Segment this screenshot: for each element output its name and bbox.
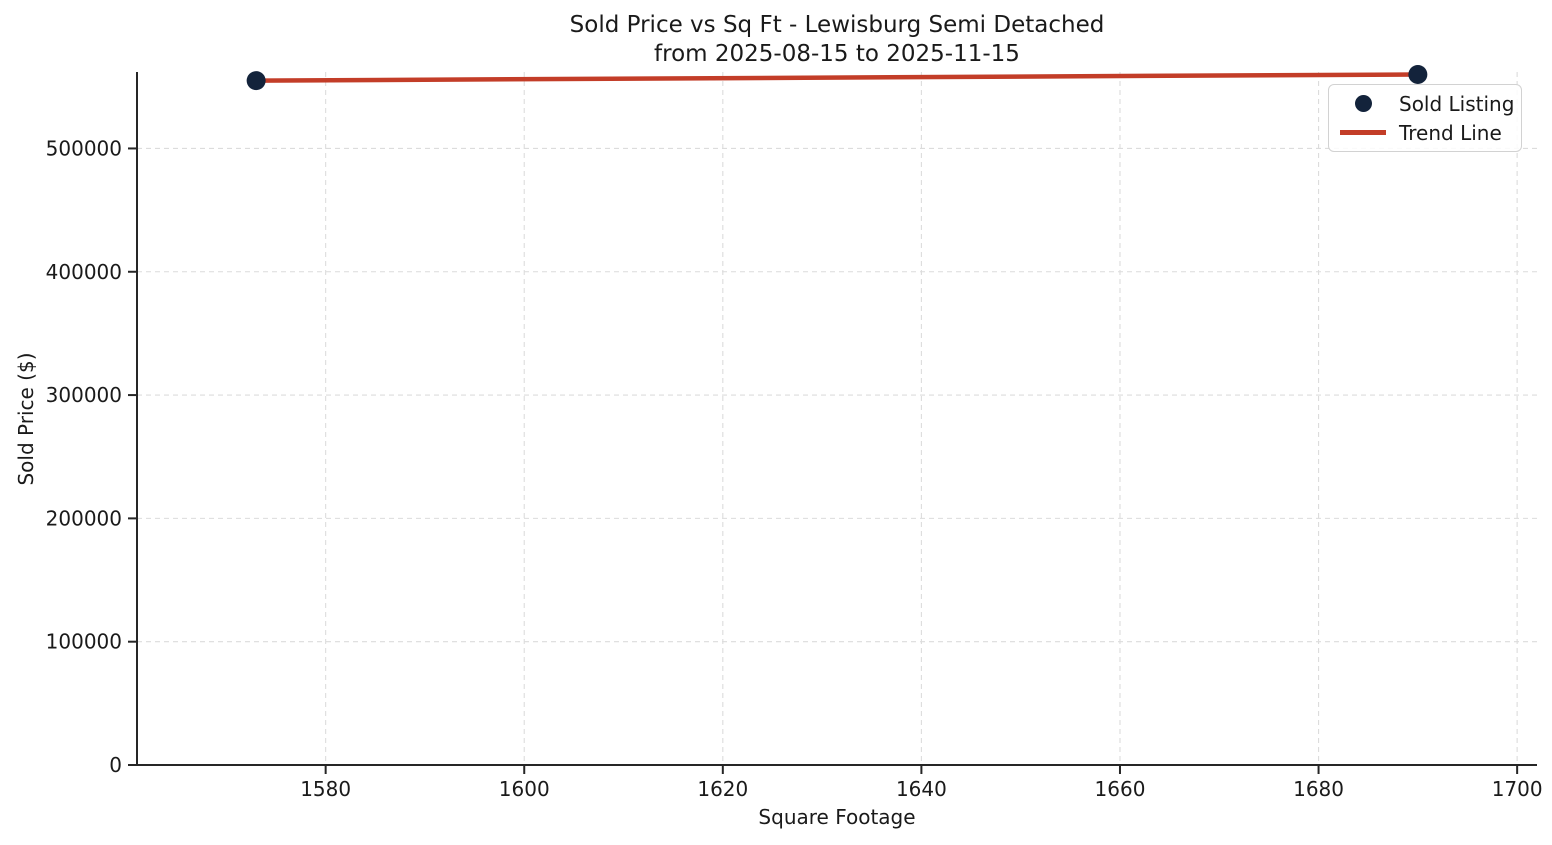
y-tick-label: 200000: [46, 506, 122, 530]
data-point: [1408, 64, 1428, 84]
legend: Sold Listing Trend Line: [1328, 84, 1522, 152]
x-tick-label: 1600: [499, 777, 550, 801]
chart-title-line2: from 2025-08-15 to 2025-11-15: [654, 41, 1020, 67]
chart-title: Sold Price vs Sq Ft - Lewisburg Semi Det…: [137, 11, 1537, 69]
x-tick-label: 1620: [697, 777, 748, 801]
legend-label-sold-listing: Sold Listing: [1399, 91, 1515, 116]
y-tick-label: 100000: [46, 630, 122, 654]
x-tick-label: 1660: [1095, 777, 1146, 801]
legend-item-sold-listing: Sold Listing: [1335, 89, 1515, 118]
legend-marker-wrap: [1335, 130, 1391, 135]
x-tick-label: 1700: [1492, 777, 1543, 801]
legend-marker-wrap: [1335, 95, 1391, 112]
legend-item-trend-line: Trend Line: [1335, 118, 1515, 147]
x-tick-label: 1580: [300, 777, 351, 801]
x-tick-label: 1680: [1293, 777, 1344, 801]
trend-line-sample-icon: [1340, 130, 1386, 135]
y-tick-label: 300000: [46, 383, 122, 407]
trend-line: [256, 72, 1418, 83]
sold-listing-dot-icon: [1354, 95, 1372, 112]
y-axis-label: Sold Price ($): [14, 352, 38, 486]
y-tick-label: 0: [109, 753, 122, 777]
legend-label-trend-line: Trend Line: [1399, 120, 1502, 145]
y-tick-label: 500000: [46, 136, 122, 160]
y-tick-label: 400000: [46, 260, 122, 284]
data-point: [246, 71, 266, 91]
x-tick-label: 1640: [896, 777, 947, 801]
chart-title-line1: Sold Price vs Sq Ft - Lewisburg Semi Det…: [569, 12, 1105, 38]
x-axis-label: Square Footage: [758, 805, 916, 829]
